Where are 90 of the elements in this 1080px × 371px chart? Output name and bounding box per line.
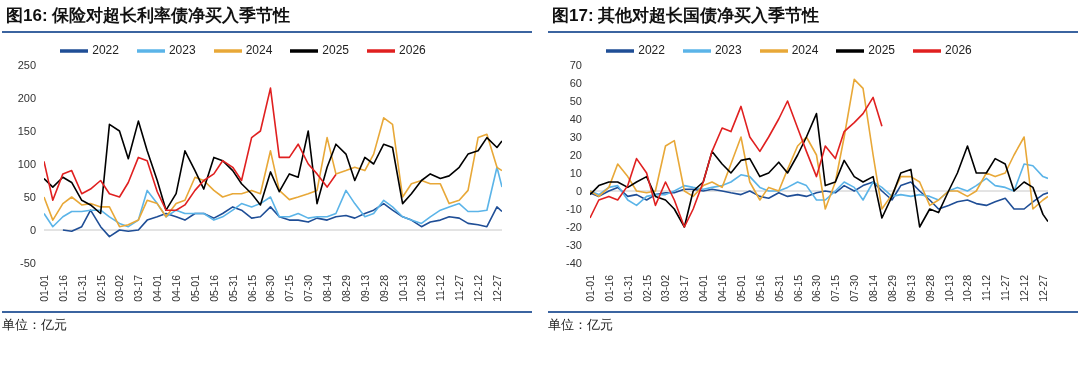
x-tick-label: 07-30 (848, 274, 861, 302)
y-tick-label: 10 (569, 166, 582, 179)
x-tick-label: 02-15 (640, 274, 653, 302)
x-tick-label: 10-28 (961, 274, 974, 302)
y-tick-label: 60 (569, 76, 582, 89)
x-tick-label: 01-01 (584, 274, 596, 302)
y-tick-label: 200 (17, 91, 36, 104)
legend-label: 2025 (868, 43, 896, 58)
y-tick-label: 30 (569, 130, 582, 143)
x-tick-label: 01-31 (621, 274, 634, 302)
x-tick-label: 05-01 (188, 274, 201, 302)
x-tick-label: 07-15 (829, 274, 842, 302)
legend-label: 2024 (791, 43, 819, 58)
y-tick-label: -50 (20, 256, 36, 269)
y-tick-label: 50 (569, 94, 582, 107)
chart-title: 图17: 其他对超长国债净买入季节性 (548, 0, 1078, 33)
x-tick-label: 09-13 (358, 274, 371, 302)
x-tick-label: 08-29 (339, 274, 352, 302)
x-tick-label: 02-15 (94, 274, 107, 302)
x-tick-label: 12-12 (472, 274, 485, 302)
line-series (590, 96, 883, 228)
legend-label: 2022 (92, 43, 119, 58)
x-tick-label: 05-16 (207, 274, 220, 302)
x-tick-label: 07-15 (283, 274, 296, 302)
x-tick-label: 06-15 (245, 274, 258, 302)
x-tick-label: 03-17 (132, 274, 145, 302)
x-tick-label: 06-30 (810, 274, 823, 302)
x-tick-label: 11-27 (453, 274, 466, 302)
legend-label: 2024 (245, 43, 273, 58)
x-tick-label: 05-16 (753, 274, 766, 302)
x-tick-label: 09-13 (904, 274, 917, 302)
y-tick-label: -30 (566, 238, 582, 251)
y-tick-label: 0 (575, 184, 582, 197)
y-tick-label: 0 (29, 223, 36, 236)
y-tick-label: -20 (566, 220, 582, 233)
x-tick-label: 09-28 (923, 274, 936, 302)
line-series (44, 87, 337, 211)
x-tick-label: 01-16 (56, 274, 69, 302)
chart-title: 图16: 保险对超长利率债净买入季节性 (2, 0, 532, 33)
text: 单位：亿元 (2, 317, 67, 332)
x-tick-label: 11-27 (999, 274, 1012, 302)
text: 单位：亿元 (548, 317, 613, 332)
legend-label: 2022 (638, 43, 665, 58)
y-tick-label: 40 (569, 112, 582, 125)
y-tick-label: 50 (23, 190, 36, 203)
line-series (590, 78, 1048, 210)
x-tick-label: 06-30 (264, 274, 277, 302)
legend-label: 2026 (399, 43, 426, 58)
x-tick-label: 04-16 (170, 274, 183, 302)
y-tick-label: -10 (566, 202, 582, 215)
line-series (62, 202, 502, 238)
x-tick-label: 11-12 (980, 274, 993, 302)
x-tick-label: 11-12 (434, 274, 447, 302)
y-tick-label: 70 (569, 58, 582, 71)
x-tick-label: 04-01 (697, 274, 710, 302)
y-tick-label: -40 (566, 256, 582, 269)
line-series (590, 181, 1048, 210)
x-tick-label: 03-02 (113, 274, 126, 302)
x-tick-label: 01-01 (38, 274, 50, 302)
y-tick-label: 150 (17, 124, 36, 137)
x-tick-label: 03-02 (659, 274, 672, 302)
x-tick-label: 05-01 (734, 274, 747, 302)
y-tick-label: 20 (569, 148, 582, 161)
y-tick-label: 250 (17, 58, 36, 71)
x-tick-label: 06-15 (791, 274, 804, 302)
x-tick-label: 12-12 (1018, 274, 1031, 302)
x-tick-label: 10-13 (942, 274, 955, 302)
x-tick-label: 01-31 (75, 274, 88, 302)
legend-label: 2023 (168, 43, 196, 58)
x-tick-label: 12-27 (1036, 274, 1049, 302)
x-tick-label: 08-29 (885, 274, 898, 302)
legend-label: 2026 (945, 43, 972, 58)
legend-label: 2025 (322, 43, 350, 58)
x-tick-label: 04-01 (151, 274, 164, 302)
x-tick-label: 08-14 (867, 274, 880, 302)
x-tick-label: 01-16 (602, 274, 615, 302)
x-tick-label: 05-31 (772, 274, 785, 302)
y-tick-label: 100 (17, 157, 36, 170)
x-tick-label: 03-17 (678, 274, 691, 302)
x-tick-label: 12-27 (490, 274, 503, 302)
x-tick-label: 10-28 (415, 274, 428, 302)
x-tick-label: 04-16 (716, 274, 729, 302)
x-tick-label: 05-31 (226, 274, 239, 302)
line-series (44, 166, 502, 228)
x-tick-label: 08-14 (321, 274, 334, 302)
x-tick-label: 07-30 (302, 274, 315, 302)
x-tick-label: 09-28 (377, 274, 390, 302)
x-tick-label: 10-13 (396, 274, 409, 302)
line-series (590, 112, 1048, 228)
legend-label: 2023 (714, 43, 742, 58)
